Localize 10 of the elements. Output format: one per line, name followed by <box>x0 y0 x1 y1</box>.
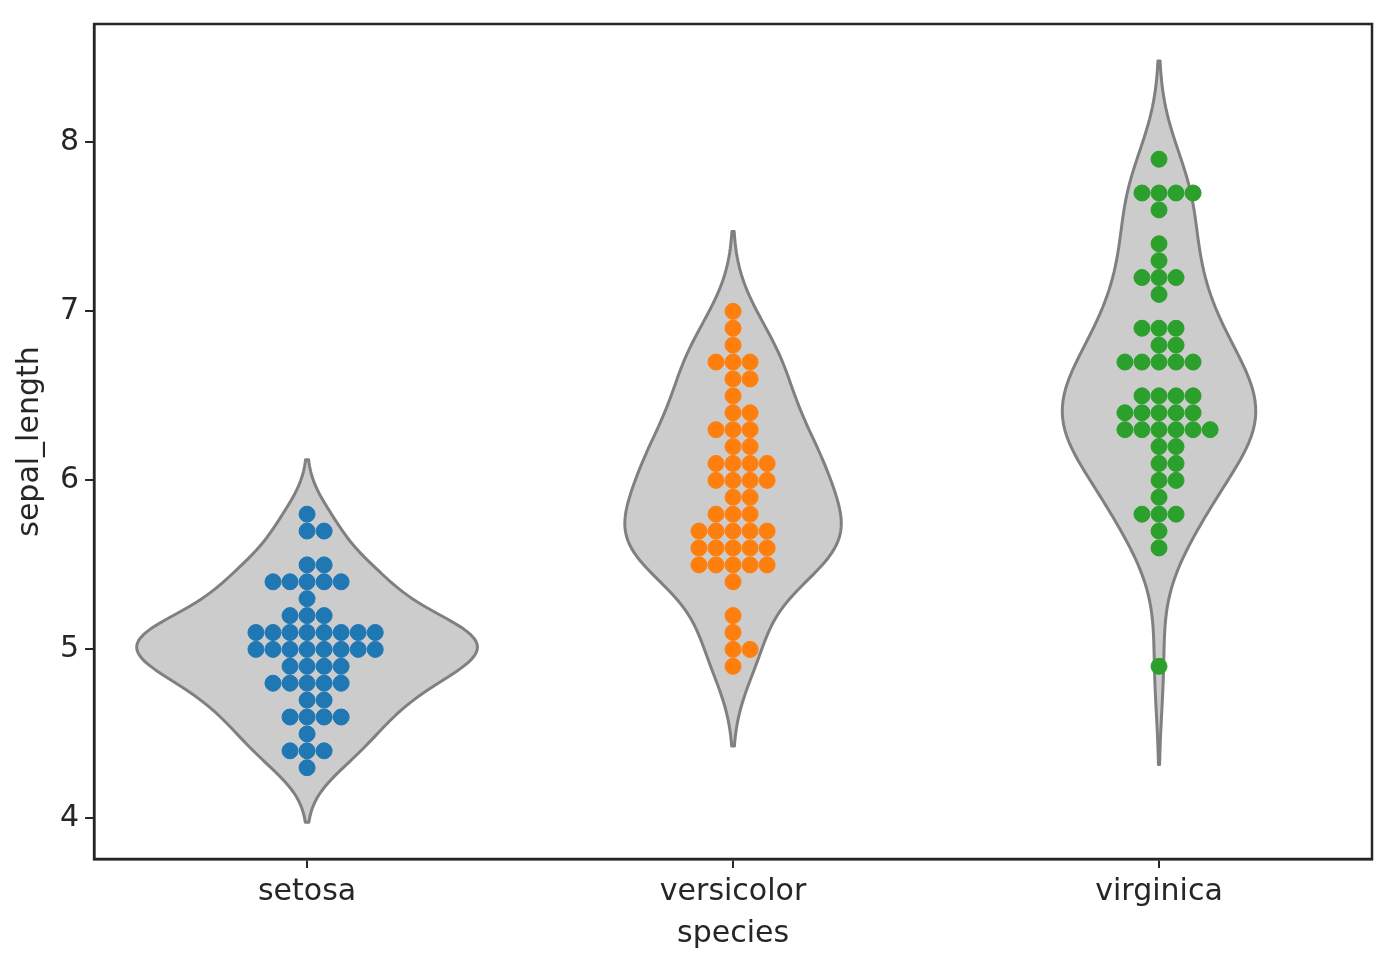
x-axis-title: species <box>677 913 790 949</box>
y-tick-label: 5 <box>59 629 80 665</box>
x-tick-label: versicolor <box>659 871 807 907</box>
y-tick-label: 8 <box>59 122 80 158</box>
y-axis-title: sepal_length <box>9 346 45 537</box>
y-tick-label: 4 <box>59 798 80 834</box>
y-tick-label: 7 <box>59 291 80 327</box>
y-tick-label: 6 <box>59 460 80 496</box>
x-tick-label: setosa <box>257 871 357 907</box>
x-tick-label: virginica <box>1095 871 1223 907</box>
